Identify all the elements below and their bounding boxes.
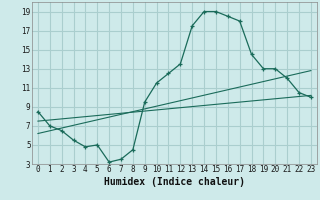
X-axis label: Humidex (Indice chaleur): Humidex (Indice chaleur) <box>104 177 245 187</box>
